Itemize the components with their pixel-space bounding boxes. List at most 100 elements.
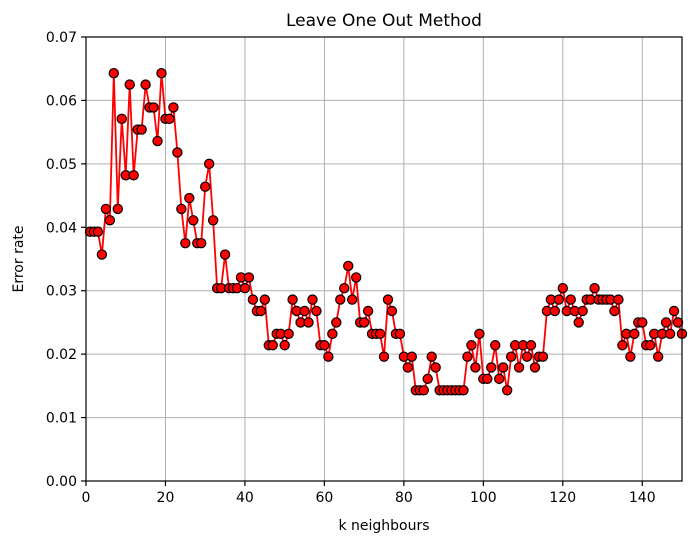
series-error-rate — [84, 67, 688, 396]
x-tick-label-5: 100 — [470, 490, 497, 506]
data-point-122 — [565, 294, 576, 305]
data-point-125 — [577, 305, 588, 317]
data-point-104 — [494, 373, 505, 385]
x-tick-label-6: 120 — [549, 490, 576, 506]
data-point-56 — [303, 317, 314, 328]
data-point-87 — [426, 351, 437, 362]
data-point-119 — [553, 294, 565, 305]
data-point-71 — [362, 305, 374, 317]
chart-title: Leave One Out Method — [286, 11, 482, 31]
data-point-66 — [343, 260, 354, 272]
data-point-41 — [243, 272, 255, 283]
data-point-105 — [498, 362, 509, 373]
data-point-50 — [279, 340, 290, 351]
data-point-97 — [466, 340, 477, 351]
x-axis-label: k neighbours — [338, 518, 429, 534]
data-point-74 — [374, 328, 386, 340]
data-point-98 — [470, 362, 481, 373]
y-tick-label-6: 0.06 — [46, 93, 77, 109]
data-point-111 — [521, 351, 533, 362]
data-point-24 — [176, 203, 187, 215]
data-point-79 — [394, 328, 406, 340]
data-point-35 — [219, 249, 231, 260]
data-point-44 — [255, 305, 267, 317]
data-point-148 — [668, 305, 680, 317]
data-point-23 — [172, 147, 183, 158]
data-point-45 — [259, 294, 270, 305]
series-line — [89, 73, 683, 392]
data-point-30 — [199, 181, 211, 192]
data-point-85 — [418, 385, 429, 396]
data-point-9 — [116, 113, 127, 125]
data-point-4 — [96, 249, 108, 260]
y-tick-label-4: 0.04 — [46, 220, 77, 236]
data-point-75 — [378, 351, 390, 362]
data-point-27 — [188, 215, 199, 226]
data-point-6 — [104, 215, 116, 226]
x-tick-label-1: 20 — [157, 490, 175, 506]
data-point-82 — [406, 351, 418, 362]
x-tick-label-4: 80 — [395, 490, 413, 506]
data-point-8 — [112, 203, 123, 215]
data-point-40 — [239, 282, 251, 294]
data-point-146 — [660, 317, 672, 328]
data-point-61 — [323, 351, 334, 362]
data-point-11 — [124, 79, 135, 90]
data-point-142 — [645, 340, 656, 351]
data-point-32 — [207, 215, 219, 226]
grid — [85, 36, 682, 482]
data-point-31 — [203, 158, 215, 170]
data-point-47 — [267, 340, 278, 351]
y-tick-label-1: 0.01 — [46, 411, 77, 427]
data-point-81 — [402, 362, 414, 373]
data-point-63 — [331, 317, 342, 328]
y-tick-label-3: 0.03 — [46, 284, 77, 300]
y-tick-label-2: 0.02 — [46, 347, 77, 363]
data-point-118 — [549, 305, 561, 317]
data-point-67 — [347, 294, 358, 305]
data-point-99 — [474, 328, 485, 340]
y-axis-ticks: 0.00 0.01 0.02 0.03 0.04 0.05 0.06 0.07 — [46, 30, 86, 490]
data-point-26 — [184, 192, 195, 204]
data-point-149 — [672, 317, 684, 328]
data-point-76 — [382, 294, 394, 305]
data-point-101 — [482, 373, 493, 385]
data-point-55 — [299, 305, 310, 317]
data-point-86 — [422, 373, 433, 385]
data-point-42 — [247, 294, 259, 305]
data-point-147 — [664, 328, 676, 340]
data-point-144 — [652, 351, 664, 362]
data-point-112 — [525, 340, 537, 351]
data-point-107 — [505, 351, 517, 362]
data-point-120 — [557, 282, 569, 294]
data-point-51 — [283, 328, 294, 340]
plot-frame — [85, 36, 683, 482]
data-point-65 — [339, 282, 350, 294]
x-tick-label-7: 140 — [629, 490, 656, 506]
data-point-95 — [458, 385, 469, 396]
data-point-109 — [513, 362, 525, 373]
data-point-96 — [462, 351, 473, 362]
data-point-60 — [319, 340, 330, 351]
data-point-17 — [148, 102, 159, 113]
data-point-21 — [164, 113, 175, 125]
data-point-25 — [180, 237, 191, 249]
data-point-134 — [613, 294, 624, 305]
data-point-88 — [430, 362, 441, 373]
data-point-70 — [358, 317, 370, 328]
y-tick-label-0: 0.00 — [46, 474, 77, 490]
data-point-12 — [128, 170, 139, 181]
y-axis-label: Error rate — [11, 225, 27, 292]
data-point-113 — [529, 362, 541, 373]
data-point-57 — [307, 294, 318, 305]
data-point-77 — [386, 305, 398, 317]
x-tick-label-3: 60 — [315, 490, 333, 506]
data-point-52 — [287, 294, 298, 305]
data-point-140 — [637, 317, 648, 328]
data-point-68 — [350, 272, 362, 283]
x-tick-label-2: 40 — [236, 490, 254, 506]
data-point-19 — [156, 67, 167, 79]
y-tick-label-5: 0.05 — [46, 157, 77, 173]
data-point-18 — [152, 135, 163, 147]
data-point-58 — [311, 305, 322, 317]
